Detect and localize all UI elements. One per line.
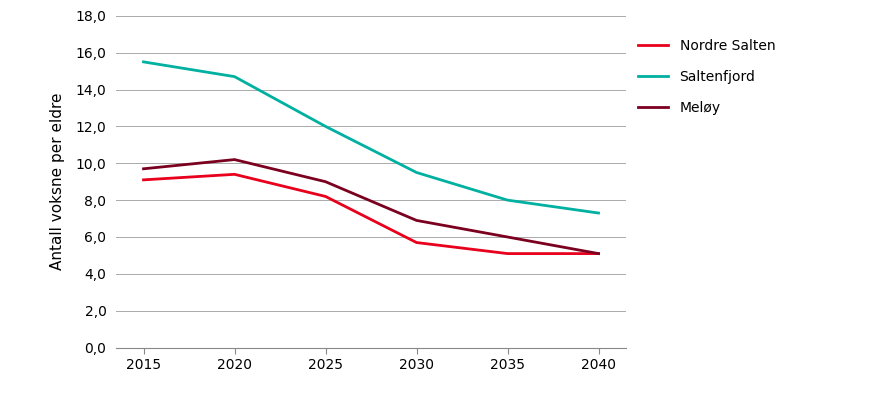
Saltenfjord xyxy=(411,170,422,175)
Saltenfjord xyxy=(593,211,603,215)
Saltenfjord xyxy=(229,74,240,79)
Line: Meløy: Meløy xyxy=(144,160,598,254)
Nordre Salten xyxy=(229,172,240,177)
Meløy xyxy=(229,157,240,162)
Line: Saltenfjord: Saltenfjord xyxy=(144,62,598,213)
Meløy xyxy=(411,218,422,223)
Meløy xyxy=(593,251,603,256)
Nordre Salten xyxy=(320,194,331,199)
Nordre Salten xyxy=(139,177,149,182)
Saltenfjord xyxy=(139,60,149,64)
Y-axis label: Antall voksne per eldre: Antall voksne per eldre xyxy=(49,93,64,271)
Meløy xyxy=(139,166,149,171)
Meløy xyxy=(502,235,513,239)
Legend: Nordre Salten, Saltenfjord, Meløy: Nordre Salten, Saltenfjord, Meløy xyxy=(637,40,775,115)
Meløy xyxy=(320,179,331,184)
Nordre Salten xyxy=(411,240,422,245)
Saltenfjord xyxy=(320,124,331,129)
Saltenfjord xyxy=(502,198,513,203)
Nordre Salten xyxy=(502,251,513,256)
Nordre Salten xyxy=(593,251,603,256)
Line: Nordre Salten: Nordre Salten xyxy=(144,174,598,254)
